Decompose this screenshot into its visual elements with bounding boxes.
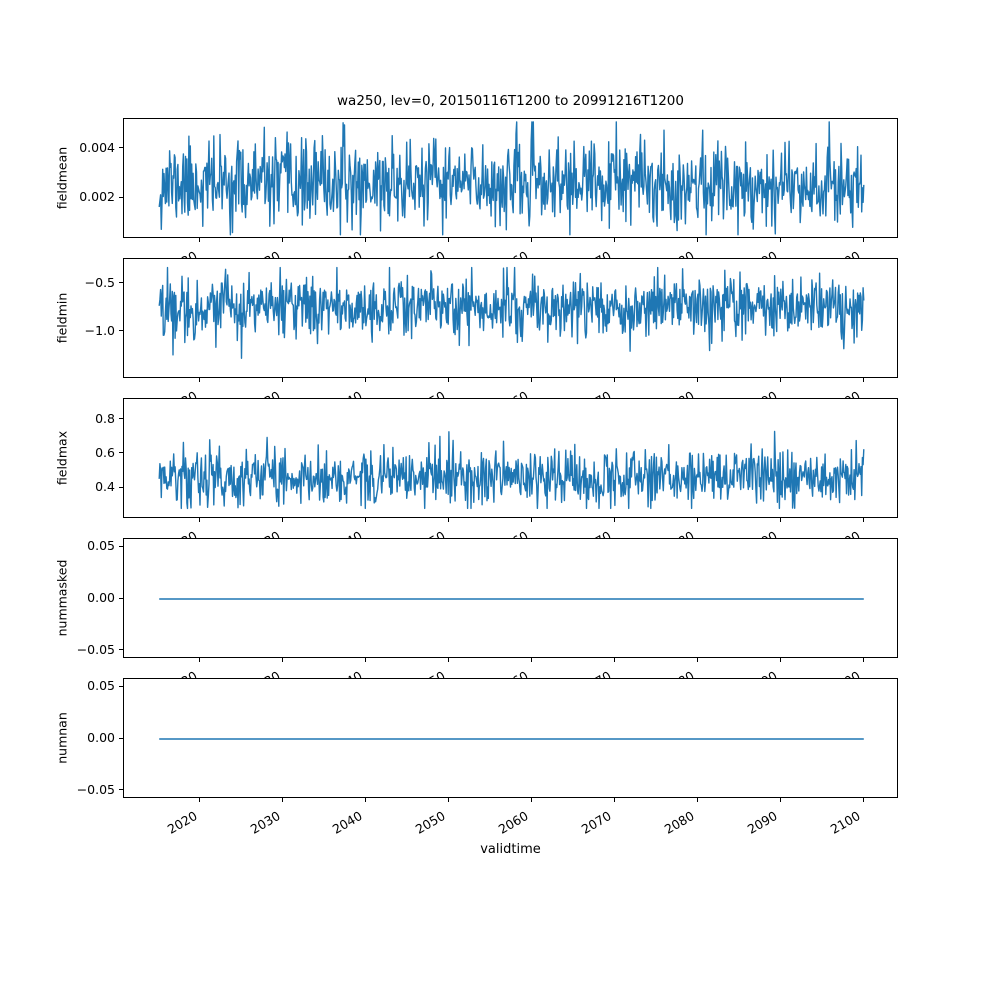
- y-tick-label: −0.5: [84, 274, 115, 290]
- x-tick-mark: [364, 658, 366, 662]
- subplot-numnan: [123, 678, 898, 798]
- plot-area-fieldmax: [158, 430, 865, 510]
- subplot-fieldmin: [123, 258, 898, 378]
- x-tick-mark: [779, 518, 781, 522]
- x-tick-mark: [779, 378, 781, 382]
- y-tick-mark: [119, 282, 123, 284]
- y-tick-label: 0.8: [95, 410, 115, 426]
- x-tick-label: 2100: [828, 808, 864, 837]
- y-tick-mark: [119, 486, 123, 488]
- x-tick-mark: [779, 238, 781, 242]
- x-tick-mark: [447, 518, 449, 522]
- x-tick-mark: [696, 518, 698, 522]
- x-tick-mark: [281, 238, 283, 242]
- y-tick-label: −0.05: [76, 641, 115, 657]
- x-tick-mark: [530, 378, 532, 382]
- x-tick-mark: [862, 378, 864, 382]
- subplot-fieldmax: [123, 398, 898, 518]
- plot-area-fieldmin: [158, 266, 865, 360]
- y-tick-label: 0.05: [87, 538, 115, 553]
- y-tick-label: 0.05: [87, 678, 115, 693]
- x-tick-label-wrap: 2100: [663, 663, 863, 697]
- x-tick-mark: [364, 238, 366, 242]
- series-line-fieldmean: [158, 121, 865, 236]
- x-tick-mark: [198, 798, 200, 802]
- x-tick-mark: [613, 798, 615, 802]
- x-tick-mark: [281, 798, 283, 802]
- x-tick-mark: [530, 798, 532, 802]
- figure-title: wa250, lev=0, 20150116T1200 to 20991216T…: [337, 93, 684, 109]
- x-tick-mark: [613, 238, 615, 242]
- series-line-fieldmax: [158, 430, 865, 510]
- x-tick-mark: [198, 658, 200, 662]
- y-tick-label: 0.004: [79, 139, 115, 155]
- y-tick-mark: [119, 196, 123, 198]
- x-tick-mark: [696, 378, 698, 382]
- x-tick-mark: [862, 658, 864, 662]
- y-tick-label: −0.05: [76, 781, 115, 797]
- x-tick-label-wrap: 2100: [663, 523, 863, 557]
- x-tick-mark: [530, 658, 532, 662]
- y-tick-mark: [119, 597, 123, 599]
- x-tick-mark: [862, 238, 864, 242]
- x-tick-mark: [613, 518, 615, 522]
- series-line-fieldmin: [158, 266, 865, 360]
- x-tick-mark: [779, 798, 781, 802]
- x-tick-mark: [198, 378, 200, 382]
- y-tick-mark: [119, 649, 123, 651]
- x-tick-mark: [364, 798, 366, 802]
- x-tick-mark: [779, 658, 781, 662]
- x-tick-mark: [613, 658, 615, 662]
- x-tick-mark: [281, 658, 283, 662]
- x-tick-mark: [364, 518, 366, 522]
- x-axis-label: validtime: [480, 842, 541, 857]
- y-tick-label: 0.6: [95, 444, 115, 460]
- x-tick-label-wrap: 2100: [663, 383, 863, 417]
- y-tick-label: 0.00: [87, 590, 115, 605]
- x-tick-mark: [198, 238, 200, 242]
- x-tick-label-wrap: 2100: [663, 803, 863, 837]
- plot-area-nummasked: [159, 598, 864, 600]
- x-tick-mark: [862, 798, 864, 802]
- subplot-fieldmean: [123, 118, 898, 238]
- x-tick-mark: [447, 658, 449, 662]
- y-tick-mark: [119, 545, 123, 547]
- x-tick-mark: [696, 238, 698, 242]
- y-tick-label: 0.4: [95, 479, 115, 495]
- x-tick-mark: [862, 518, 864, 522]
- y-tick-label: 0.002: [79, 189, 115, 205]
- x-tick-mark: [447, 798, 449, 802]
- x-tick-mark: [696, 658, 698, 662]
- x-tick-mark: [696, 798, 698, 802]
- x-tick-mark: [364, 378, 366, 382]
- x-tick-mark: [530, 518, 532, 522]
- x-tick-mark: [447, 238, 449, 242]
- subplot-nummasked: [123, 538, 898, 658]
- y-tick-mark: [119, 685, 123, 687]
- y-tick-mark: [119, 330, 123, 332]
- y-tick-mark: [119, 789, 123, 791]
- x-tick-mark: [530, 238, 532, 242]
- y-tick-mark: [119, 147, 123, 149]
- y-tick-mark: [119, 737, 123, 739]
- x-tick-label-wrap: 2100: [663, 243, 863, 277]
- x-tick-mark: [447, 378, 449, 382]
- x-tick-mark: [281, 518, 283, 522]
- x-tick-mark: [198, 518, 200, 522]
- x-tick-mark: [281, 378, 283, 382]
- plot-area-numnan: [159, 738, 864, 740]
- y-tick-label: 0.00: [87, 730, 115, 745]
- y-tick-mark: [119, 418, 123, 420]
- y-tick-label: −1.0: [84, 322, 115, 338]
- x-tick-mark: [613, 378, 615, 382]
- y-tick-mark: [119, 452, 123, 454]
- plot-area-fieldmean: [158, 121, 865, 236]
